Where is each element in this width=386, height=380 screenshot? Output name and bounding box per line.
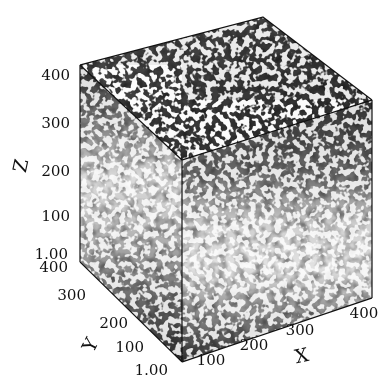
z-tick-label: 1.00: [35, 245, 68, 263]
x-axis: 100 200 300 400 X: [197, 304, 379, 369]
z-tick-label: 400: [41, 66, 70, 84]
top-face: [80, 17, 372, 160]
cube-edges: [79, 16, 373, 363]
y-axis: 400 300 200 100 1.00 Y: [39, 258, 168, 379]
x-tick-label: 100: [197, 351, 226, 369]
y-tick-label: 400: [39, 258, 68, 276]
z-tick-label: 300: [41, 114, 70, 132]
x-axis-label: X: [293, 344, 311, 368]
y-tick-label: 100: [115, 338, 144, 356]
y-tick-label: 300: [57, 286, 86, 304]
right-face: [182, 100, 372, 362]
y-tick-label: 1.00: [135, 361, 168, 379]
z-axis-label: Z: [9, 157, 33, 174]
x-tick-label: 200: [240, 336, 269, 354]
y-tick-label: 200: [99, 314, 128, 332]
z-axis: 400 300 200 100 1.00 Z: [9, 66, 70, 263]
left-face: [80, 65, 182, 362]
x-tick-label: 300: [286, 321, 315, 339]
y-axis-label: Y: [78, 334, 104, 357]
z-tick-label: 100: [41, 207, 70, 225]
x-tick-label: 400: [350, 304, 379, 322]
z-tick-label: 200: [41, 162, 70, 180]
